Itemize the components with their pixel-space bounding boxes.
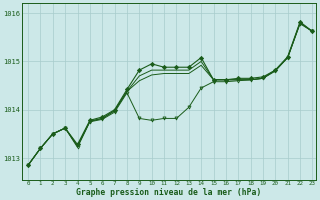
X-axis label: Graphe pression niveau de la mer (hPa): Graphe pression niveau de la mer (hPa) bbox=[76, 188, 262, 197]
